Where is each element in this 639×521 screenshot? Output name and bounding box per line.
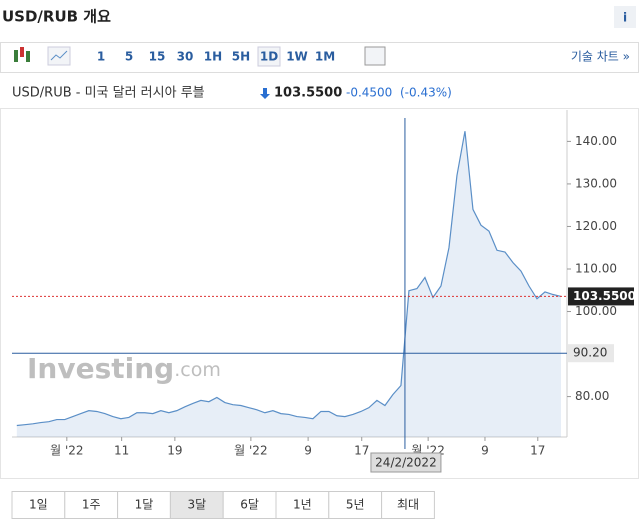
watermark-suffix: .com — [174, 359, 221, 381]
x-tick-label: 11 — [114, 444, 129, 458]
info-button[interactable] — [614, 6, 636, 28]
range-label: 1주 — [82, 498, 101, 512]
x-tick-label: 19 — [167, 444, 182, 458]
quote-name: USD/RUB - 미국 달러 러시아 루블 — [12, 86, 205, 101]
interval-button[interactable]: 1H — [204, 50, 222, 64]
range-button[interactable] — [275, 491, 330, 519]
range-label: 5년 — [346, 498, 365, 512]
crosshair-y-label: 90.20 — [573, 346, 607, 360]
series-area — [16, 131, 561, 437]
crosshair-y-box — [568, 344, 614, 363]
range-button[interactable] — [64, 491, 119, 519]
x-tick-label: 월 '22 — [234, 444, 267, 458]
range-label: 1년 — [293, 498, 312, 512]
tech-chart-link[interactable]: 기술 차트 » — [571, 50, 630, 64]
last-value-box — [568, 287, 634, 306]
x-tick-label: 17 — [354, 444, 369, 458]
interval-button[interactable]: 1D — [260, 50, 278, 64]
series-line — [16, 131, 562, 427]
crosshair-x-label: 24/2/2022 — [375, 456, 437, 470]
interval-button[interactable]: 15 — [149, 50, 166, 64]
quote-change: -0.4500 — [346, 86, 392, 100]
y-tick-label: 130.00 — [575, 176, 617, 190]
quote-change-pct: (-0.43%) — [400, 86, 452, 100]
interval-button[interactable]: 5 — [125, 50, 133, 64]
range-button[interactable] — [381, 491, 435, 519]
range-label: 6달 — [240, 498, 259, 512]
page-title: USD/RUB 개요 — [2, 8, 111, 26]
line-icon-stroke — [50, 50, 68, 61]
range-label: 최대 — [397, 498, 419, 512]
range-button[interactable] — [11, 491, 66, 519]
y-tick-label: 140.00 — [575, 134, 617, 148]
x-tick-label: 17 — [530, 444, 545, 458]
info-icon: i — [623, 11, 627, 25]
interval-selected — [257, 46, 281, 67]
range-label: 1달 — [135, 498, 154, 512]
range-label: 3달 — [187, 498, 206, 512]
x-tick-label: 9 — [304, 444, 312, 458]
line-icon[interactable] — [47, 46, 71, 66]
range-button[interactable] — [169, 491, 224, 519]
interval-button[interactable]: 1 — [97, 50, 105, 64]
x-tick-label: 9 — [481, 444, 489, 458]
y-tick-label: 80.00 — [575, 389, 609, 403]
candle-icon[interactable] — [14, 47, 30, 62]
chart-frame — [0, 108, 639, 479]
range-button[interactable] — [328, 491, 383, 519]
y-tick-label: 100.00 — [575, 304, 617, 318]
down-arrow — [260, 88, 270, 99]
y-tick-label: 110.00 — [575, 261, 617, 275]
interval-button[interactable]: 5H — [232, 50, 250, 64]
y-tick-label: 120.00 — [575, 219, 617, 233]
last-value-label: 103.5500 — [573, 289, 636, 303]
layout-icon[interactable] — [364, 46, 386, 66]
x-tick-label: 월 '22 — [50, 444, 83, 458]
range-button[interactable] — [222, 491, 277, 519]
quote-price: 103.5500 — [274, 86, 342, 101]
interval-button[interactable]: 1W — [286, 50, 308, 64]
range-label: 1일 — [29, 498, 48, 512]
watermark: Investing.com — [27, 352, 221, 385]
watermark-brand: Investing — [27, 352, 174, 385]
interval-button[interactable]: 30 — [177, 50, 194, 64]
interval-button[interactable]: 1M — [315, 50, 335, 64]
crosshair-x-box — [370, 452, 442, 473]
